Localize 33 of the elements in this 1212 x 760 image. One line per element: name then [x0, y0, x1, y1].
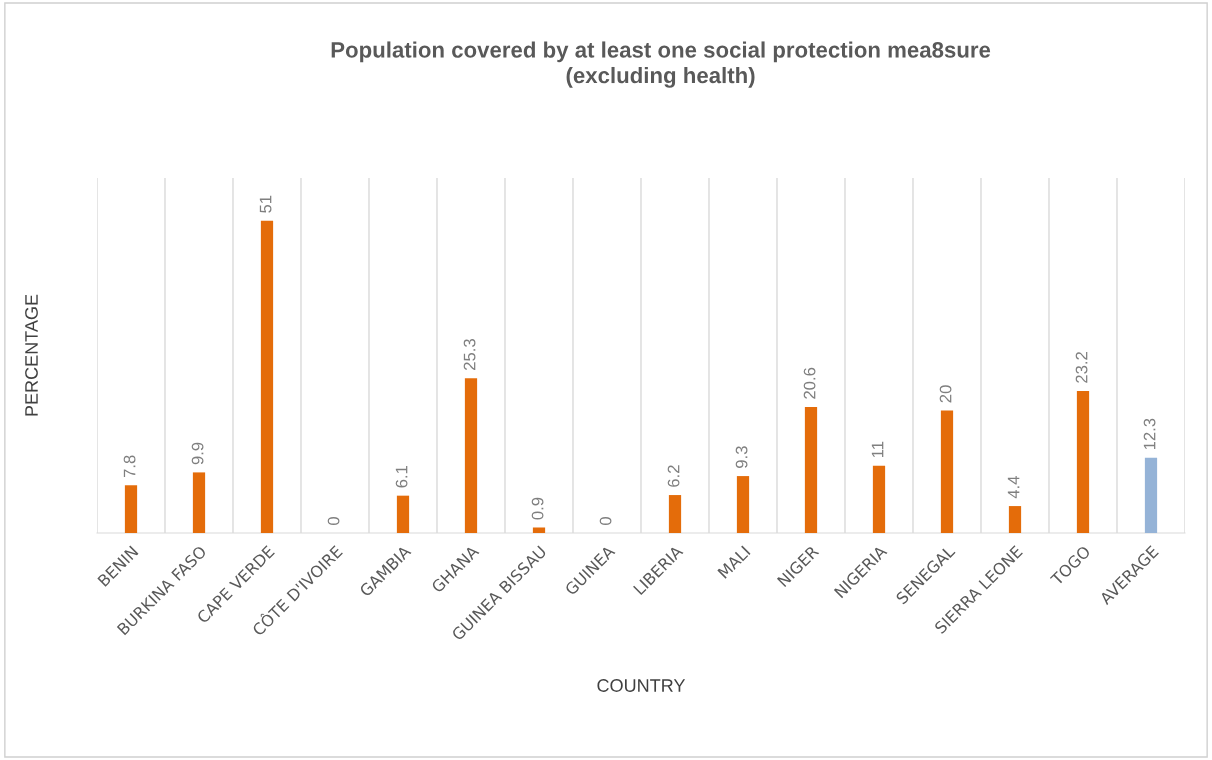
chart-title: Population covered by at least one social protection mea8sure (excluding health) [331, 41, 991, 88]
data-label: 6.2 [667, 465, 680, 487]
data-label: 0.9 [531, 497, 544, 520]
bar [124, 485, 138, 533]
x-axis-title: COUNTRY [597, 679, 686, 692]
bar [532, 527, 546, 533]
data-label: 7.8 [123, 455, 136, 478]
data-label: 0 [599, 517, 612, 525]
bar [1076, 391, 1090, 533]
bar [1008, 506, 1022, 533]
bar [260, 220, 274, 533]
bar [804, 406, 818, 533]
data-label: 6.1 [395, 465, 408, 488]
data-label: 25.3 [463, 339, 476, 370]
data-label: 9.9 [191, 442, 204, 465]
data-label: 51 [259, 195, 272, 213]
data-label: 20.6 [803, 367, 816, 399]
data-label: 23.2 [1075, 352, 1088, 383]
bar [668, 495, 682, 533]
data-label: 11 [871, 441, 884, 458]
data-label: 4.4 [1007, 476, 1020, 499]
data-label: 9.3 [735, 446, 748, 468]
bar [464, 378, 478, 533]
y-axis-title: PERCENTAGE [25, 294, 38, 416]
bar [396, 495, 410, 533]
data-label: 0 [327, 517, 340, 525]
bar [192, 472, 206, 533]
data-label: 20 [939, 385, 952, 403]
bar [736, 476, 750, 533]
bar [940, 410, 954, 533]
data-label: 12.3 [1143, 418, 1156, 450]
bar [1144, 457, 1158, 533]
bar [872, 465, 886, 533]
